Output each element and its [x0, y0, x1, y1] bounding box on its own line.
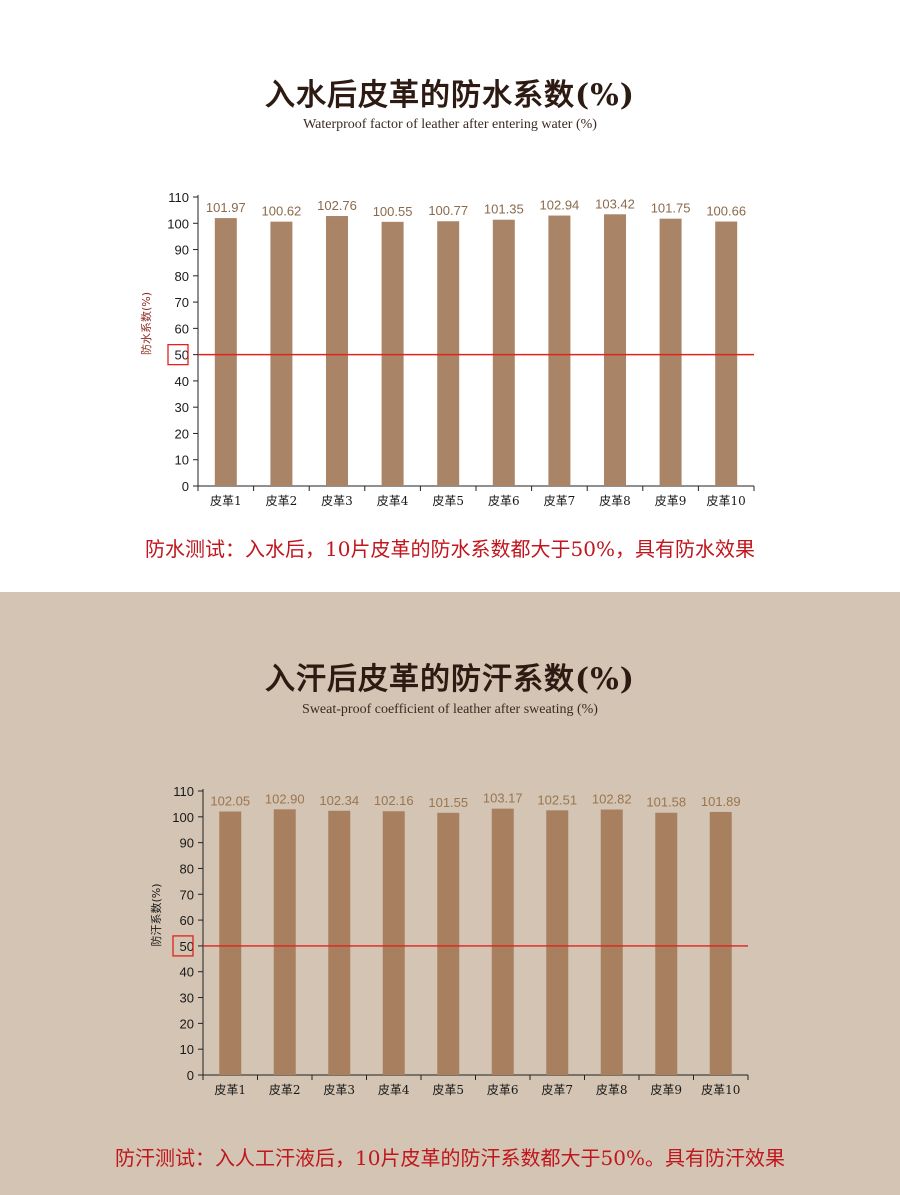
data-label: 100.62 — [262, 204, 302, 219]
y-tick-label: 80 — [180, 861, 194, 876]
bar — [328, 810, 351, 1075]
y-tick-label: 0 — [182, 479, 189, 494]
data-label: 102.34 — [319, 793, 359, 808]
category-label: 皮革3 — [321, 494, 353, 508]
data-label: 101.89 — [701, 794, 741, 809]
y-tick-label: 50 — [175, 348, 189, 363]
bar — [655, 812, 678, 1075]
y-tick-label: 0 — [187, 1068, 194, 1083]
data-label: 102.76 — [317, 198, 357, 213]
y-axis-label: 防汗系数(%) — [149, 883, 163, 946]
category-label: 皮革4 — [377, 494, 409, 508]
sweatproof-chart-subtitle: Sweat-proof coefficient of leather after… — [302, 702, 598, 717]
bar — [270, 221, 293, 487]
y-tick-label: 60 — [175, 321, 189, 336]
bar — [546, 810, 569, 1075]
data-label: 102.90 — [265, 791, 305, 806]
waterproof-bar-chart: 防水系数(%) 0 10 20 30 40 50 60 70 80 90 100 110 101.97 皮革… — [139, 190, 755, 508]
category-label: 皮革1 — [214, 1083, 246, 1097]
category-label: 皮革6 — [487, 1083, 519, 1097]
bar — [273, 809, 296, 1075]
bar — [437, 812, 460, 1075]
category-label: 皮革9 — [655, 494, 687, 508]
y-tick-label: 100 — [167, 216, 189, 231]
y-tick-label: 30 — [180, 991, 194, 1006]
data-label: 101.58 — [646, 795, 686, 810]
data-label: 102.94 — [540, 198, 580, 213]
waterproof-conclusion: 防水测试：入水后，10片皮革的防水系数都大于50%，具有防水效果 — [145, 537, 755, 561]
y-tick-label: 110 — [173, 784, 194, 799]
sweatproof-bar-chart: 防汗系数(%) 0 10 20 30 40 50 60 70 80 90 100 110 102.05 皮革… — [149, 784, 749, 1097]
sweatproof-conclusion: 防汗测试：入人工汗液后，10片皮革的防汗系数都大于50%。具有防汗效果 — [115, 1146, 785, 1170]
y-tick-label: 40 — [175, 374, 189, 389]
bar — [659, 218, 682, 487]
y-tick-label: 90 — [175, 243, 189, 258]
sweatproof-chart-title: 入汗后皮革的防汗系数(%) — [265, 662, 635, 697]
bar — [709, 811, 732, 1075]
category-label: 皮革1 — [210, 494, 242, 508]
waterproof-section: 入水后皮革的防水系数(%) Waterproof factor of leath… — [0, 0, 900, 592]
waterproof-chart-title: 入水后皮革的防水系数(%) — [265, 78, 635, 113]
y-tick-label: 20 — [175, 426, 189, 441]
category-label: 皮革9 — [650, 1083, 682, 1097]
category-label: 皮革10 — [707, 494, 746, 508]
bar — [715, 221, 738, 486]
category-label: 皮革5 — [432, 494, 464, 508]
sweatproof-section: 入汗后皮革的防汗系数(%) Sweat-proof coefficient of… — [0, 592, 900, 1195]
data-label: 100.66 — [706, 204, 746, 219]
bar — [600, 809, 623, 1075]
y-tick-label: 30 — [175, 400, 189, 415]
data-label: 101.75 — [651, 201, 691, 216]
y-tick-label: 10 — [175, 453, 189, 468]
bar — [219, 811, 242, 1075]
data-label: 101.35 — [484, 202, 524, 217]
category-label: 皮革3 — [323, 1083, 355, 1097]
data-label: 102.16 — [374, 793, 414, 808]
y-tick-label: 40 — [180, 965, 194, 980]
bar — [326, 216, 348, 486]
category-label: 皮革10 — [701, 1083, 740, 1097]
data-label: 101.55 — [428, 795, 468, 810]
bar — [491, 808, 514, 1075]
data-label: 102.82 — [592, 792, 632, 807]
data-label: 103.42 — [595, 196, 635, 211]
category-label: 皮革8 — [599, 494, 631, 508]
data-label: 101.97 — [206, 200, 246, 215]
y-tick-label: 80 — [175, 269, 189, 284]
bar — [381, 221, 404, 486]
bar — [214, 218, 237, 487]
y-tick-label: 70 — [180, 887, 194, 902]
data-label: 103.17 — [483, 791, 523, 806]
category-label: 皮革4 — [378, 1083, 410, 1097]
bar — [492, 219, 515, 487]
category-label: 皮革2 — [266, 494, 298, 508]
category-label: 皮革2 — [269, 1083, 301, 1097]
reference-tick-highlight — [167, 343, 189, 366]
y-tick-label: 90 — [180, 836, 194, 851]
bar — [604, 214, 626, 486]
category-label: 皮革6 — [488, 494, 520, 508]
bar — [437, 221, 460, 486]
bar — [382, 811, 405, 1075]
category-label: 皮革5 — [432, 1083, 464, 1097]
category-label: 皮革8 — [596, 1083, 628, 1097]
data-label: 100.55 — [373, 204, 413, 219]
y-tick-label: 100 — [172, 810, 194, 825]
waterproof-chart-subtitle: Waterproof factor of leather after enter… — [303, 117, 597, 132]
y-tick-label: 50 — [180, 939, 194, 954]
data-label: 102.51 — [537, 792, 577, 807]
y-tick-label: 20 — [180, 1016, 194, 1031]
reference-tick-highlight — [172, 935, 194, 957]
y-tick-label: 60 — [180, 913, 194, 928]
data-label: 100.77 — [428, 203, 468, 218]
category-label: 皮革7 — [541, 1083, 573, 1097]
y-tick-label: 70 — [175, 295, 189, 310]
y-axis-label: 防水系数(%) — [139, 292, 153, 355]
data-label: 102.05 — [210, 794, 250, 809]
bar — [548, 215, 571, 486]
y-tick-label: 110 — [168, 190, 189, 205]
category-label: 皮革7 — [544, 494, 576, 508]
y-tick-label: 10 — [180, 1042, 194, 1057]
